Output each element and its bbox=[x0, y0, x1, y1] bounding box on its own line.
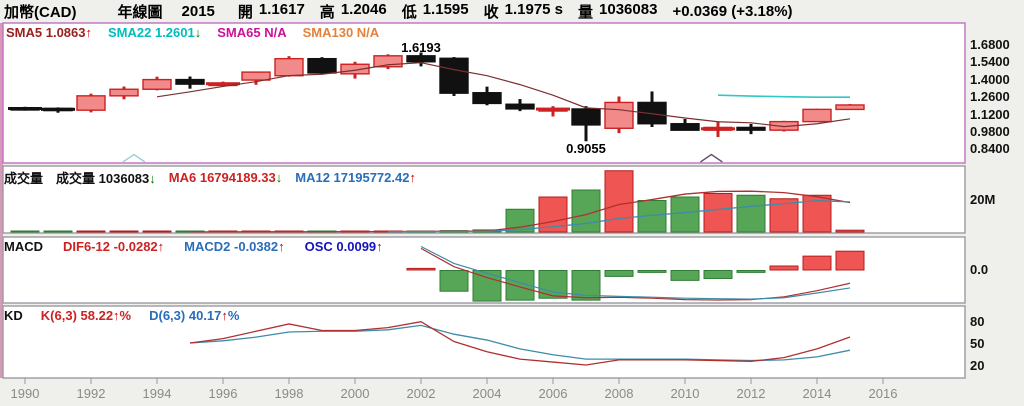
y-axis-label: 20 bbox=[970, 358, 985, 373]
macd-osc-legend: OSC 0.0099↑ bbox=[304, 239, 383, 254]
sma5-legend: SMA5 1.0863↑ bbox=[6, 25, 92, 40]
y-axis-label: 0.8400 bbox=[970, 141, 1010, 157]
y-axis-label: 1.1200 bbox=[970, 106, 1010, 122]
sma130-legend: SMA130 N/A bbox=[302, 25, 380, 40]
x-axis-year-label: 2012 bbox=[736, 386, 766, 401]
up-arrow-icon: ↑ bbox=[85, 25, 93, 40]
volume-ma12-legend: MA12 17195772.42↑ bbox=[295, 170, 416, 185]
macd-lines bbox=[420, 245, 851, 301]
range-markers bbox=[122, 153, 723, 163]
volume-ma6-legend: MA6 16794189.33↓ bbox=[168, 170, 283, 185]
volume-legend: 成交量 成交量 1036083↓ MA6 16794189.33↓ MA12 1… bbox=[4, 168, 416, 187]
x-axis-year-label: 2008 bbox=[604, 386, 634, 401]
down-arrow-icon: ↓ bbox=[194, 25, 202, 40]
x-axis-year-label: 2004 bbox=[472, 386, 502, 401]
y-axis-label: 50 bbox=[970, 336, 985, 351]
range-marker-icon bbox=[122, 153, 146, 163]
kd-legend: KD K(6,3) 58.22↑% D(6,3) 40.17↑% bbox=[4, 308, 239, 323]
kd-panel-title: KD bbox=[4, 308, 23, 323]
open-quote: 開 1.1617 bbox=[237, 1, 305, 21]
x-axis-year-label: 1990 bbox=[10, 386, 40, 401]
up-arrow-icon: ↑ bbox=[113, 308, 120, 323]
x-axis-year-label: 2006 bbox=[538, 386, 568, 401]
x-axis-year-label: 2010 bbox=[670, 386, 700, 401]
macd-histogram bbox=[406, 250, 865, 302]
kd-lines bbox=[189, 321, 851, 366]
change-value: +0.0369 (+3.18%) bbox=[672, 3, 793, 20]
trough-price-annotation: 0.9055 bbox=[566, 141, 606, 156]
volume-quote: 量 1036083 bbox=[578, 1, 658, 21]
down-arrow-icon: ↓ bbox=[275, 170, 283, 185]
kd-panel[interactable] bbox=[2, 305, 966, 379]
peak-price-annotation: 1.6193 bbox=[401, 40, 441, 55]
up-arrow-icon: ↑ bbox=[409, 170, 416, 185]
kd-d-legend: D(6,3) 40.17↑% bbox=[149, 308, 240, 323]
title-bar: 加幣(CAD) 年線圖 2015 開 1.1617 高 1.2046 低 1.1595… bbox=[0, 0, 1024, 23]
y-axis-label: 0.9800 bbox=[970, 124, 1010, 139]
y-axis-label: 1.4000 bbox=[970, 71, 1010, 87]
x-axis-year-label: 1992 bbox=[76, 386, 106, 401]
x-axis-year-label: 2014 bbox=[802, 386, 832, 401]
macd-signal-legend: MACD2 -0.0382↑ bbox=[184, 239, 285, 254]
down-arrow-icon: ↓ bbox=[149, 171, 156, 186]
volume-panel-title: 成交量 bbox=[4, 171, 44, 186]
x-axis-year-label: 2002 bbox=[406, 386, 436, 401]
kd-k-legend: K(6,3) 58.22↑% bbox=[40, 308, 132, 323]
volume-value-legend: 成交量 1036083↓ bbox=[56, 171, 156, 186]
sma65-legend: SMA65 N/A bbox=[217, 25, 287, 40]
y-axis-label: 1.6800 bbox=[970, 37, 1010, 52]
low-quote: 低 1.1595 bbox=[401, 1, 469, 21]
y-axis-label: 20M bbox=[970, 192, 996, 207]
macd-dif-legend: DIF6-12 -0.0282↑ bbox=[63, 239, 165, 254]
symbol-name: 加幣(CAD) bbox=[4, 4, 77, 21]
x-axis-year-label: 2000 bbox=[340, 386, 370, 401]
high-quote: 高 1.2046 bbox=[319, 1, 387, 21]
up-arrow-icon: ↑ bbox=[376, 239, 383, 254]
up-arrow-icon: ↑ bbox=[221, 308, 228, 323]
price-legend: SMA5 1.0863↑ SMA22 1.2601↓ SMA65 N/A SMA… bbox=[6, 25, 379, 40]
y-axis-label: 0.0 bbox=[970, 262, 989, 277]
volume-ma-lines bbox=[189, 190, 851, 233]
close-quote: 收 1.1975 s bbox=[483, 1, 564, 21]
x-axis-year-label: 1994 bbox=[142, 386, 172, 401]
range-marker-icon bbox=[700, 153, 723, 163]
x-axis-year-label: 2016 bbox=[868, 386, 898, 401]
x-axis-ticks bbox=[24, 378, 884, 384]
macd-panel-title: MACD bbox=[4, 239, 43, 254]
sma22-legend: SMA22 1.2601↓ bbox=[108, 25, 202, 40]
x-axis-year-label: 1998 bbox=[274, 386, 304, 401]
y-axis-label: 80 bbox=[970, 314, 985, 329]
price-ma-lines bbox=[156, 62, 851, 128]
x-axis-year-label: 1996 bbox=[208, 386, 238, 401]
macd-legend: MACD DIF6-12 -0.0282↑ MACD2 -0.0382↑ OSC… bbox=[4, 239, 383, 254]
left-edge-stripe bbox=[0, 23, 3, 378]
y-axis-label: 1.2600 bbox=[970, 89, 1010, 105]
year-value: 2015 bbox=[181, 3, 215, 20]
y-axis-label: 1.5400 bbox=[970, 54, 1010, 70]
up-arrow-icon: ↑ bbox=[278, 239, 285, 254]
period-label[interactable]: 年線圖 bbox=[117, 4, 163, 21]
up-arrow-icon: ↑ bbox=[157, 239, 165, 254]
